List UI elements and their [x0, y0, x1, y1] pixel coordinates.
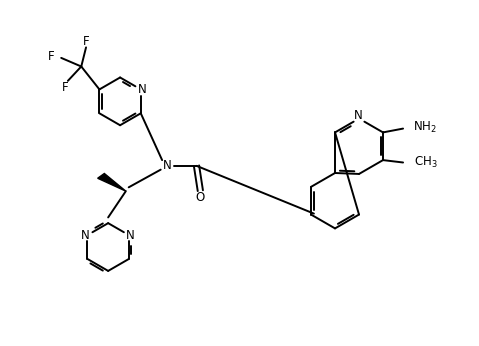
Text: N: N [162, 160, 171, 172]
Text: N: N [354, 109, 363, 122]
Text: N: N [81, 229, 90, 242]
Text: F: F [83, 35, 90, 48]
Text: F: F [62, 81, 69, 93]
Text: NH$_2$: NH$_2$ [412, 120, 436, 135]
Text: N: N [138, 83, 147, 96]
Polygon shape [98, 173, 126, 191]
Text: F: F [48, 51, 55, 63]
Text: N: N [126, 229, 135, 242]
Text: CH$_3$: CH$_3$ [413, 155, 437, 170]
Text: O: O [196, 191, 205, 204]
